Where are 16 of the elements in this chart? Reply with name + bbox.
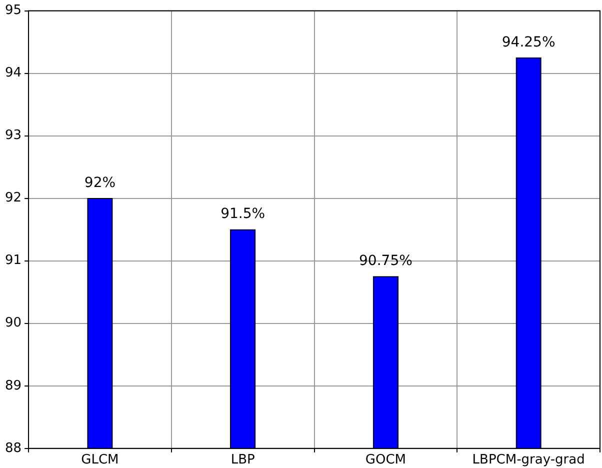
- y-tick-label: 92: [4, 190, 22, 206]
- y-tick-label: 95: [4, 3, 22, 18]
- x-tick-label: GLCM: [81, 452, 119, 468]
- y-tick-label: 94: [4, 66, 22, 81]
- y-tick-label: 89: [4, 378, 22, 394]
- x-tick-label: GOCM: [365, 452, 406, 468]
- y-tick-label: 91: [4, 253, 22, 268]
- data-label: 90.75%: [359, 253, 412, 270]
- x-tick-label: LBP: [230, 452, 255, 468]
- x-tick-label: LBPCM-gray-grad: [472, 452, 585, 468]
- y-tick-label: 88: [4, 440, 22, 456]
- data-label: 94.25%: [502, 34, 556, 50]
- data-label: 92%: [84, 174, 116, 191]
- data-label: 91.5%: [220, 206, 266, 222]
- y-tick-label: 93: [4, 128, 22, 144]
- y-tick-label: 90: [4, 316, 22, 331]
